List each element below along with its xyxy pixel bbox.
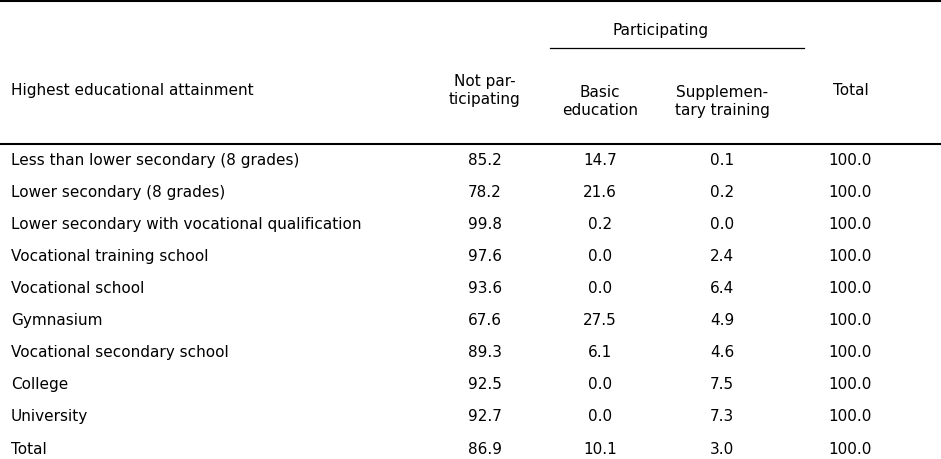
Text: 100.0: 100.0 — [829, 185, 872, 200]
Text: Supplemen-
tary training: Supplemen- tary training — [675, 85, 770, 118]
Text: Lower secondary with vocational qualification: Lower secondary with vocational qualific… — [10, 217, 361, 232]
Text: Vocational school: Vocational school — [10, 281, 144, 296]
Text: 100.0: 100.0 — [829, 153, 872, 168]
Text: 0.0: 0.0 — [588, 281, 612, 296]
Text: Vocational secondary school: Vocational secondary school — [10, 345, 229, 360]
Text: Total: Total — [833, 83, 869, 98]
Text: 7.3: 7.3 — [710, 409, 734, 425]
Text: 67.6: 67.6 — [468, 313, 502, 328]
Text: 99.8: 99.8 — [468, 217, 502, 232]
Text: Total: Total — [10, 442, 46, 457]
Text: 100.0: 100.0 — [829, 249, 872, 264]
Text: 4.9: 4.9 — [710, 313, 734, 328]
Text: Lower secondary (8 grades): Lower secondary (8 grades) — [10, 185, 225, 200]
Text: 14.7: 14.7 — [583, 153, 617, 168]
Text: Less than lower secondary (8 grades): Less than lower secondary (8 grades) — [10, 153, 299, 168]
Text: Vocational training school: Vocational training school — [10, 249, 208, 264]
Text: 0.0: 0.0 — [710, 217, 734, 232]
Text: 100.0: 100.0 — [829, 345, 872, 360]
Text: 3.0: 3.0 — [710, 442, 734, 457]
Text: 7.5: 7.5 — [710, 377, 734, 392]
Text: 0.2: 0.2 — [710, 185, 734, 200]
Text: 100.0: 100.0 — [829, 442, 872, 457]
Text: Highest educational attainment: Highest educational attainment — [10, 83, 253, 98]
Text: 100.0: 100.0 — [829, 281, 872, 296]
Text: Basic
education: Basic education — [562, 85, 638, 118]
Text: 86.9: 86.9 — [468, 442, 502, 457]
Text: 0.0: 0.0 — [588, 409, 612, 425]
Text: 21.6: 21.6 — [583, 185, 617, 200]
Text: College: College — [10, 377, 68, 392]
Text: Participating: Participating — [613, 23, 709, 38]
Text: 100.0: 100.0 — [829, 313, 872, 328]
Text: 100.0: 100.0 — [829, 217, 872, 232]
Text: Gymnasium: Gymnasium — [10, 313, 103, 328]
Text: 100.0: 100.0 — [829, 409, 872, 425]
Text: 0.0: 0.0 — [588, 249, 612, 264]
Text: 27.5: 27.5 — [583, 313, 617, 328]
Text: 93.6: 93.6 — [468, 281, 502, 296]
Text: 92.7: 92.7 — [468, 409, 502, 425]
Text: 92.5: 92.5 — [468, 377, 502, 392]
Text: 85.2: 85.2 — [468, 153, 502, 168]
Text: 10.1: 10.1 — [583, 442, 617, 457]
Text: 97.6: 97.6 — [468, 249, 502, 264]
Text: Not par-
ticipating: Not par- ticipating — [449, 74, 520, 106]
Text: 0.2: 0.2 — [588, 217, 612, 232]
Text: 6.1: 6.1 — [588, 345, 612, 360]
Text: 6.4: 6.4 — [710, 281, 734, 296]
Text: 78.2: 78.2 — [468, 185, 502, 200]
Text: 0.1: 0.1 — [710, 153, 734, 168]
Text: 100.0: 100.0 — [829, 377, 872, 392]
Text: 0.0: 0.0 — [588, 377, 612, 392]
Text: 2.4: 2.4 — [710, 249, 734, 264]
Text: 4.6: 4.6 — [710, 345, 734, 360]
Text: University: University — [10, 409, 88, 425]
Text: 89.3: 89.3 — [468, 345, 502, 360]
